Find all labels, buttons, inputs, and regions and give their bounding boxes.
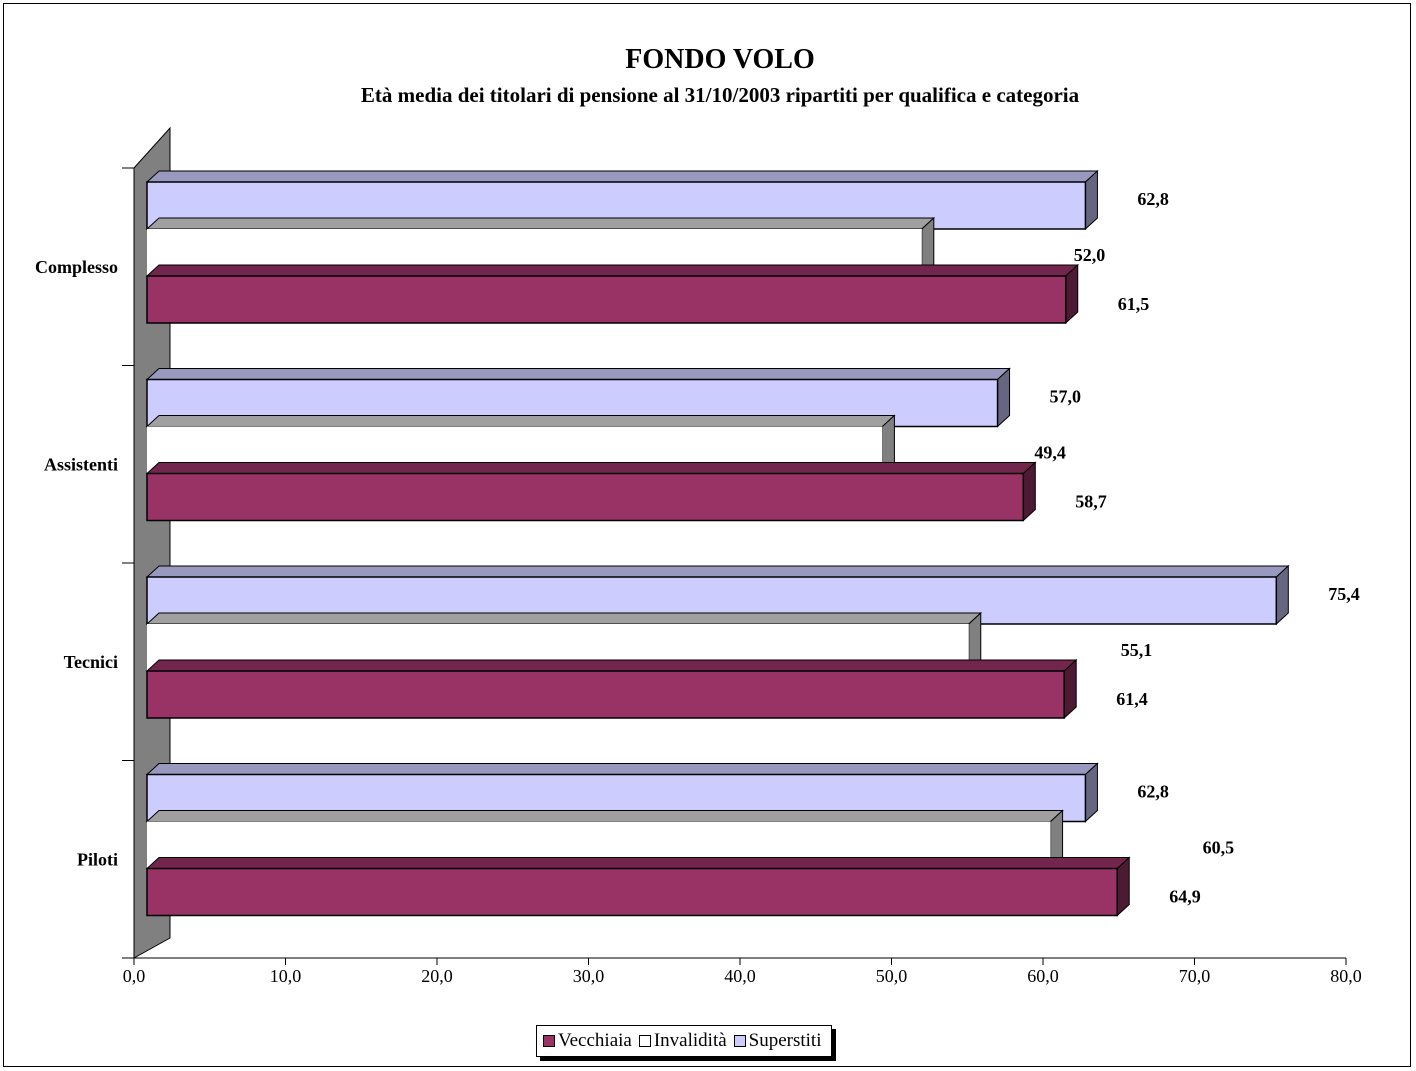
bar-top-invalidità-2 — [145, 612, 983, 625]
bar-top-superstiti-2 — [145, 565, 1290, 578]
bar-top-vecchiaia-1 — [145, 462, 1037, 474]
x-tick-label-6: 60,0 — [1027, 966, 1059, 986]
bar-side-superstiti-3 — [1084, 762, 1098, 823]
x-tick-label-3: 30,0 — [573, 966, 605, 986]
category-label-0: Complesso — [35, 257, 118, 277]
bar-vecchiaia-2 — [146, 670, 1065, 719]
bar-top-invalidità-3 — [145, 810, 1064, 822]
bar-top-vecchiaia-3 — [145, 857, 1131, 869]
legend-swatch-vecchiaia — [543, 1035, 555, 1047]
legend-item-invalidità: Invalidità — [638, 1030, 727, 1052]
legend-swatch-superstiti — [733, 1035, 746, 1047]
x-tick-label-2: 20,0 — [421, 966, 453, 986]
bar-side-superstiti-1 — [997, 367, 1011, 428]
legend-label-superstiti: Superstiti — [748, 1030, 822, 1051]
chart-subtitle: Età media dei titolari di pensione al 31… — [360, 83, 1080, 107]
back-wall — [133, 126, 171, 959]
bar-top-vecchiaia-2 — [145, 659, 1078, 672]
data-label-invalidità-0: 52,0 — [1074, 245, 1106, 265]
data-label-superstiti-1: 57,0 — [1050, 387, 1082, 407]
bar-side-superstiti-0 — [1084, 169, 1098, 231]
category-label-2: Tecnici — [64, 652, 118, 672]
x-tick-label-0: 0,0 — [123, 966, 146, 986]
x-tick-label-8: 80,0 — [1330, 966, 1362, 986]
data-label-superstiti-3: 62,8 — [1137, 782, 1169, 802]
data-label-vecchiaia-3: 64,9 — [1169, 887, 1201, 907]
bar-vecchiaia-1 — [146, 472, 1025, 522]
x-tick-label-1: 10,0 — [270, 966, 302, 986]
legend-item-superstiti: Superstiti — [733, 1030, 822, 1052]
data-label-vecchiaia-2: 61,4 — [1116, 689, 1148, 709]
category-label-1: Assistenti — [44, 454, 118, 474]
bar-top-superstiti-1 — [145, 368, 1011, 380]
bar-top-invalidità-0 — [145, 217, 936, 230]
bar-top-superstiti-3 — [145, 763, 1099, 775]
bar-top-invalidità-1 — [145, 415, 896, 427]
legend-label-invalidità: Invalidità — [653, 1030, 727, 1051]
data-label-superstiti-2: 75,4 — [1328, 584, 1360, 604]
data-label-vecchiaia-0: 61,5 — [1118, 294, 1150, 314]
bar-vecchiaia-0 — [146, 275, 1067, 324]
chart-title: FONDO VOLO — [625, 44, 815, 75]
x-tick-label-5: 50,0 — [876, 966, 908, 986]
legend-label-vecchiaia: Vecchiaia — [558, 1030, 632, 1051]
bar-side-vecchiaia-0 — [1065, 263, 1079, 325]
bar-side-vecchiaia-1 — [1022, 461, 1036, 522]
data-label-vecchiaia-1: 58,7 — [1075, 492, 1107, 512]
bar-side-vecchiaia-3 — [1116, 856, 1130, 917]
data-label-invalidità-3: 60,5 — [1203, 838, 1235, 858]
legend-item-vecchiaia: Vecchiaia — [543, 1030, 632, 1052]
data-label-invalidità-2: 55,1 — [1121, 640, 1153, 660]
data-label-invalidità-1: 49,4 — [1034, 443, 1066, 463]
bar-side-superstiti-2 — [1275, 564, 1289, 626]
x-tick-label-7: 70,0 — [1179, 966, 1211, 986]
bar-top-vecchiaia-0 — [145, 264, 1080, 277]
legend: Vecchiaia Invalidità Superstiti — [536, 1025, 832, 1057]
x-tick-label-4: 40,0 — [724, 966, 756, 986]
bar-top-superstiti-0 — [145, 170, 1099, 183]
legend-swatch-invalidità — [638, 1035, 651, 1047]
bar-side-vecchiaia-2 — [1063, 658, 1077, 720]
data-label-superstiti-0: 62,8 — [1137, 189, 1169, 209]
category-label-3: Piloti — [77, 849, 118, 869]
bar-vecchiaia-3 — [146, 867, 1118, 917]
